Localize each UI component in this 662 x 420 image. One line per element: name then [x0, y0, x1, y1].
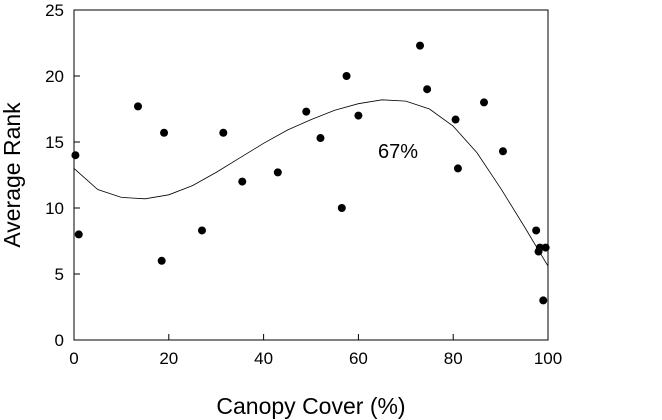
- data-point: [74, 230, 83, 239]
- y-tick-label: 0: [55, 331, 64, 350]
- data-point: [453, 164, 462, 173]
- y-axis: 0 5 10 15 20 25: [45, 1, 80, 350]
- x-axis: 0 20 40 60 80 100: [69, 334, 562, 368]
- data-point: [316, 134, 325, 143]
- data-point: [541, 243, 550, 252]
- data-point: [160, 128, 169, 137]
- x-tick-label: 0: [69, 349, 78, 368]
- data-point: [71, 151, 80, 160]
- fit-annotation: 67%: [378, 141, 418, 163]
- data-point: [157, 256, 166, 265]
- data-point: [337, 204, 346, 212]
- plot-frame: [73, 9, 549, 341]
- data-point: [302, 107, 311, 116]
- y-tick-label: 15: [45, 133, 64, 152]
- data-point: [532, 226, 541, 235]
- y-axis-title: Average Rank: [0, 102, 25, 248]
- data-point: [354, 111, 363, 120]
- x-axis-title: Canopy Cover (%): [216, 393, 405, 419]
- data-point: [342, 72, 351, 80]
- data-point: [480, 98, 489, 107]
- x-tick-label: 20: [159, 349, 178, 368]
- y-tick-label: 20: [45, 67, 64, 86]
- y-tick-label: 5: [55, 265, 64, 284]
- data-point: [539, 296, 548, 305]
- x-tick-label: 80: [444, 349, 463, 368]
- fit-curve: [73, 99, 549, 267]
- data-point: [423, 85, 432, 94]
- data-point: [133, 102, 142, 111]
- y-tick-label: 10: [45, 199, 64, 218]
- data-points: [71, 41, 550, 305]
- x-tick-label: 60: [349, 349, 368, 368]
- y-tick-label: 25: [45, 1, 64, 20]
- data-point: [416, 41, 425, 50]
- x-tick-label: 100: [534, 349, 562, 368]
- data-point: [451, 115, 460, 124]
- data-point: [273, 168, 282, 177]
- data-point: [535, 243, 544, 252]
- data-point: [238, 177, 247, 186]
- data-point: [498, 147, 507, 156]
- x-tick-label: 40: [254, 349, 273, 368]
- data-point: [197, 226, 206, 235]
- data-point: [219, 128, 228, 137]
